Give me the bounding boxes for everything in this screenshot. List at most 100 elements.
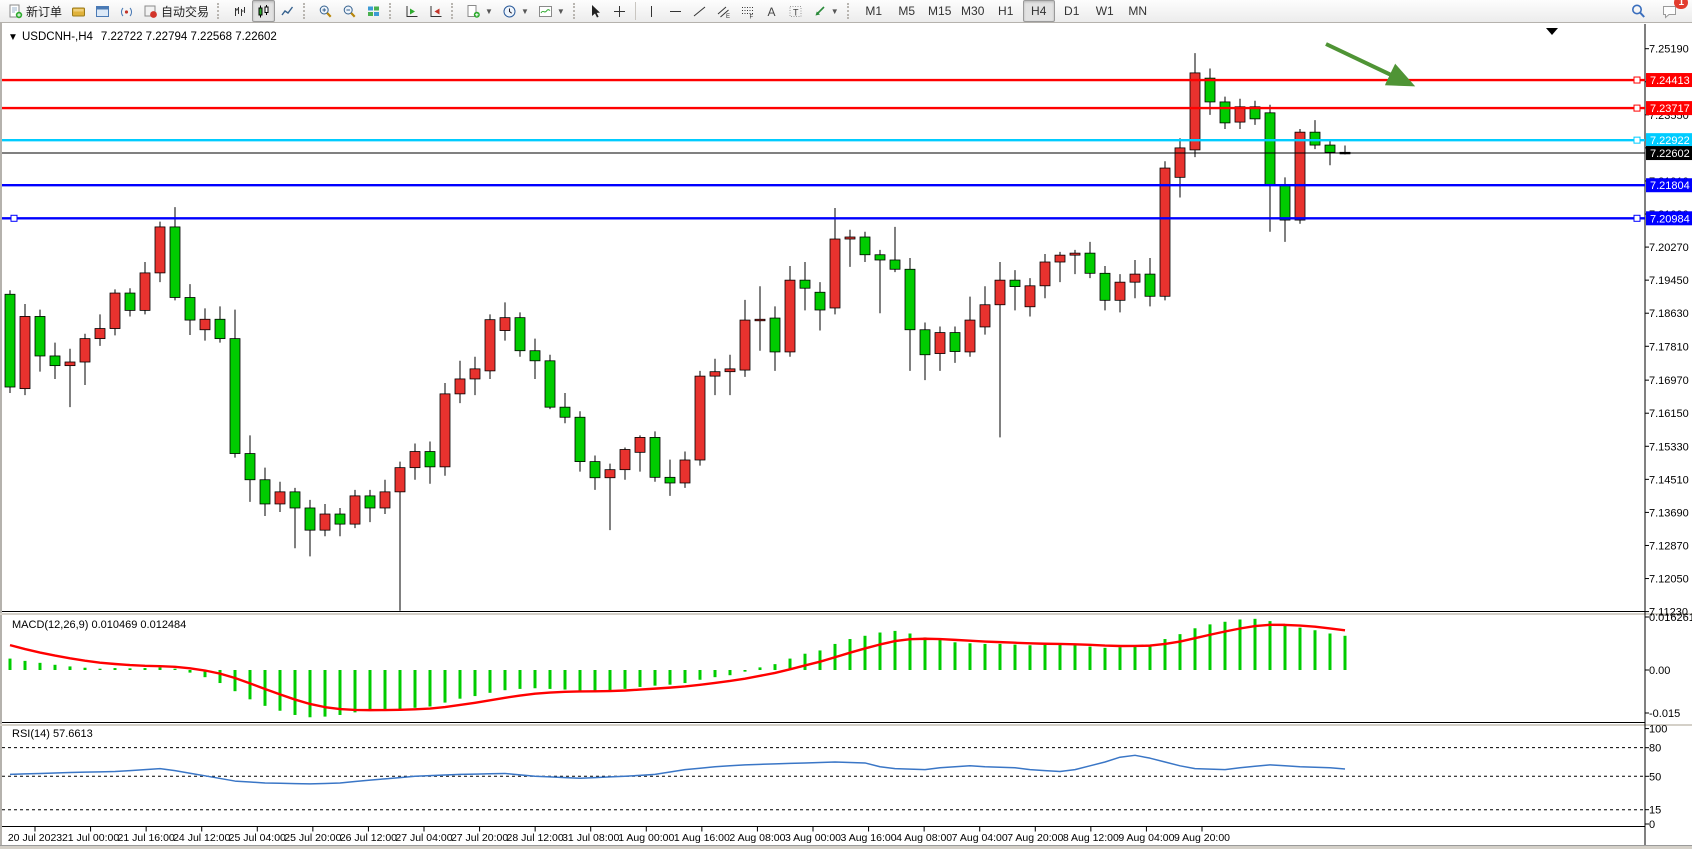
candle-body[interactable]: [799, 279, 811, 289]
candle-body[interactable]: [544, 360, 556, 408]
candle-body[interactable]: [1249, 106, 1261, 120]
candle-body[interactable]: [634, 437, 646, 453]
candle-body[interactable]: [1294, 131, 1306, 221]
candle-body[interactable]: [1174, 147, 1186, 178]
candle-body[interactable]: [214, 318, 226, 340]
candle-body[interactable]: [274, 491, 286, 505]
chart-window[interactable]: 7.251907.243707.235507.227307.219107.210…: [0, 23, 1692, 849]
time-axis-label[interactable]: 9 Aug 04:00: [1118, 832, 1174, 844]
bar-chart-button[interactable]: [228, 0, 251, 22]
candle-body[interactable]: [679, 459, 691, 484]
candle-body[interactable]: [424, 451, 436, 468]
candle-body[interactable]: [109, 292, 121, 329]
candle-body[interactable]: [1189, 72, 1201, 151]
time-axis-label[interactable]: 25 Jul 04:00: [229, 832, 286, 844]
zoom-out-button[interactable]: [338, 0, 361, 22]
line-chart-button[interactable]: [276, 0, 299, 22]
timeframe-button-m30[interactable]: M30: [961, 4, 985, 18]
time-axis-label[interactable]: 9 Aug 20:00: [1174, 832, 1230, 844]
fibonacci-button[interactable]: F: [736, 0, 759, 22]
candle-body[interactable]: [454, 378, 466, 395]
candle-body[interactable]: [1054, 254, 1066, 263]
time-axis-label[interactable]: 27 Jul 20:00: [451, 832, 508, 844]
candle-body[interactable]: [49, 355, 61, 367]
candle-body[interactable]: [349, 495, 361, 525]
text-button[interactable]: A: [760, 0, 783, 22]
candle-body[interactable]: [1279, 184, 1291, 221]
candle-body[interactable]: [1234, 106, 1246, 123]
candle-body[interactable]: [1219, 101, 1231, 124]
cursor-button[interactable]: [584, 0, 607, 22]
time-axis-label[interactable]: 21 Jul 16:00: [118, 832, 175, 844]
time-axis-label[interactable]: 21 Jul 00:00: [62, 832, 119, 844]
time-axis-label[interactable]: 1 Aug 00:00: [618, 832, 674, 844]
candle-body[interactable]: [724, 368, 736, 373]
market-watch-button[interactable]: [91, 0, 114, 22]
horizontal-line-button[interactable]: [664, 0, 687, 22]
candle-body[interactable]: [814, 291, 826, 311]
time-axis-label[interactable]: 20 Jul 2023: [8, 832, 62, 844]
templates-button[interactable]: ▼: [462, 0, 497, 22]
candle-body[interactable]: [4, 293, 16, 388]
equidistant-channel-button[interactable]: E: [712, 0, 735, 22]
time-axis-label[interactable]: 27 Jul 04:00: [395, 832, 452, 844]
time-axis-label[interactable]: 24 Jul 12:00: [173, 832, 230, 844]
signal-button[interactable]: [115, 0, 138, 22]
candle-body[interactable]: [769, 317, 781, 353]
timeframe-button-m15[interactable]: M15: [928, 4, 952, 18]
candle-body[interactable]: [979, 304, 991, 328]
search-button[interactable]: [1626, 0, 1651, 22]
candle-body[interactable]: [859, 236, 871, 256]
candle-body[interactable]: [139, 272, 151, 311]
candle-body[interactable]: [1099, 272, 1111, 301]
candle-body[interactable]: [1309, 131, 1321, 146]
time-axis-label[interactable]: 8 Aug 12:00: [1063, 832, 1119, 844]
time-axis-label[interactable]: 7 Aug 20:00: [1007, 832, 1063, 844]
time-axis-label[interactable]: 2 Aug 08:00: [729, 832, 785, 844]
candle-body[interactable]: [919, 329, 931, 356]
candle-body[interactable]: [1114, 281, 1126, 301]
candle-body[interactable]: [709, 371, 721, 377]
time-axis-label[interactable]: 7 Aug 04:00: [952, 832, 1008, 844]
candle-body[interactable]: [1264, 112, 1276, 186]
annotation-arrow[interactable]: [1325, 42, 1416, 87]
candle-body[interactable]: [124, 292, 136, 311]
candle-body[interactable]: [259, 479, 271, 505]
timeframe-button-m1[interactable]: M1: [865, 4, 883, 18]
candle-body[interactable]: [364, 495, 376, 509]
candle-body[interactable]: [994, 279, 1006, 306]
candle-body[interactable]: [334, 513, 346, 525]
candle-body[interactable]: [559, 406, 571, 418]
candle-body[interactable]: [199, 318, 211, 331]
candle-body[interactable]: [499, 317, 511, 331]
candle-body[interactable]: [379, 491, 391, 509]
candle-body[interactable]: [949, 332, 961, 352]
candle-body[interactable]: [229, 338, 241, 454]
candle-body[interactable]: [469, 368, 481, 380]
candle-body[interactable]: [904, 268, 916, 331]
candle-body[interactable]: [1324, 144, 1336, 153]
vertical-line-button[interactable]: [640, 0, 663, 22]
timeframe-button-w1[interactable]: W1: [1095, 4, 1114, 18]
candlestick-chart-button[interactable]: [252, 0, 276, 22]
timeframe-button-m5[interactable]: M5: [898, 4, 916, 18]
candle-body[interactable]: [829, 238, 841, 309]
time-axis-label[interactable]: 3 Aug 00:00: [785, 832, 841, 844]
candle-body[interactable]: [409, 451, 421, 469]
candle-body[interactable]: [319, 513, 331, 531]
auto-scroll-button[interactable]: [400, 0, 423, 22]
candle-body[interactable]: [619, 449, 631, 471]
candle-body[interactable]: [34, 316, 46, 357]
candle-body[interactable]: [1159, 167, 1171, 297]
candle-body[interactable]: [1129, 273, 1141, 283]
time-axis-label[interactable]: 31 Jul 08:00: [562, 832, 619, 844]
candle-body[interactable]: [649, 437, 661, 478]
crosshair-button[interactable]: [608, 0, 631, 22]
candle-body[interactable]: [694, 375, 706, 461]
candle-body[interactable]: [439, 393, 451, 468]
candle-body[interactable]: [1024, 285, 1036, 308]
periods-button[interactable]: ▼: [498, 0, 533, 22]
arrows-button[interactable]: ▼: [808, 0, 843, 22]
candle-body[interactable]: [574, 416, 586, 463]
candle-body[interactable]: [1069, 252, 1081, 256]
